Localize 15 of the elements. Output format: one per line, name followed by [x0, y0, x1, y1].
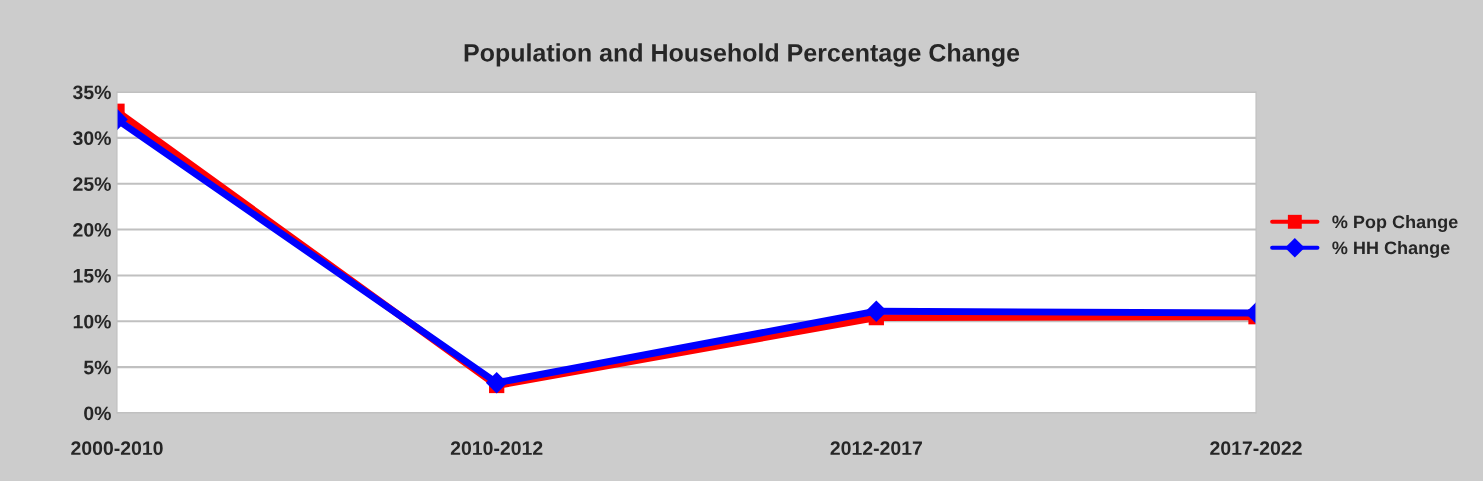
y-tick-label: 5%	[83, 360, 111, 375]
y-tick-label: 15%	[73, 268, 111, 283]
chart-title: Population and Household Percentage Change	[464, 43, 1020, 67]
x-tick-label: 2010-2012	[450, 441, 543, 456]
y-tick-label: 35%	[72, 85, 111, 100]
y-tick-label: 0%	[84, 406, 111, 421]
y-tick-label: 25%	[73, 177, 111, 191]
legend-label: % HH Change	[1332, 240, 1450, 258]
y-tick-label: 30%	[72, 131, 111, 146]
y-tick-label: 20%	[73, 223, 111, 237]
x-tick-label: 2000-2010	[71, 441, 163, 456]
x-tick-label: 2017-2022	[1210, 441, 1302, 456]
legend-label: % Pop Change	[1332, 215, 1458, 232]
y-tick-label: 10%	[73, 314, 111, 329]
x-tick-label: 2012-2017	[830, 441, 922, 456]
